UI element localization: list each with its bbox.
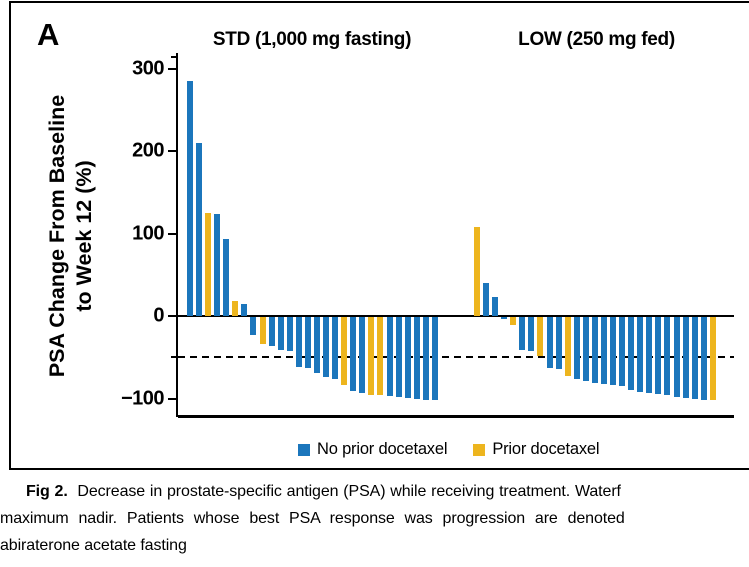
waterfall-bar-no-prior-docetaxel [422,317,429,400]
y-tick [168,397,176,400]
reference-dashed-line [178,356,734,359]
figure-caption: Fig 2. Decrease in prostate-specific ant… [0,478,749,559]
waterfall-bar-no-prior-docetaxel [295,317,302,367]
waterfall-bar-no-prior-docetaxel [501,317,508,319]
waterfall-bar-no-prior-docetaxel [555,317,562,369]
waterfall-bar-no-prior-docetaxel [286,317,293,351]
group-title-low: LOW (250 mg fed) [518,29,675,50]
waterfall-bar-prior-docetaxel [474,226,480,316]
group-title-std: STD (1,000 mg fasting) [212,29,412,50]
waterfall-bar-no-prior-docetaxel [610,317,617,386]
waterfall-bar-no-prior-docetaxel [591,317,598,383]
waterfall-bar-no-prior-docetaxel [664,317,671,395]
waterfall-bar-no-prior-docetaxel [600,317,607,384]
waterfall-bar-no-prior-docetaxel [691,317,698,399]
legend-label: Prior docetaxel [492,440,600,458]
waterfall-bar-no-prior-docetaxel [214,213,221,316]
waterfall-bar-prior-docetaxel [368,317,375,395]
waterfall-bar-no-prior-docetaxel [223,239,230,316]
caption-line-2: maximum nadir. Patients whose best PSA r… [0,510,625,527]
waterfall-bar-no-prior-docetaxel [682,317,689,398]
legend-label: No prior docetaxel [317,440,448,458]
y-minor-tick [171,356,176,359]
x-bottom-line [178,415,734,418]
waterfall-bar-no-prior-docetaxel [655,317,662,394]
yellow-swatch-icon [473,443,486,456]
waterfall-bar-no-prior-docetaxel [277,317,284,350]
waterfall-bar-no-prior-docetaxel [700,317,707,400]
legend-item-prior-docetaxel: Prior docetaxel [473,440,600,459]
waterfall-bar-no-prior-docetaxel [492,297,499,316]
waterfall-bar-no-prior-docetaxel [483,283,490,316]
waterfall-bar-prior-docetaxel [259,317,266,345]
waterfall-bar-no-prior-docetaxel [350,317,357,392]
waterfall-bar-no-prior-docetaxel [404,317,411,398]
waterfall-bar-no-prior-docetaxel [332,317,339,379]
waterfall-bar-prior-docetaxel [377,317,384,396]
waterfall-bar-no-prior-docetaxel [519,317,526,350]
caption-fig-label: Fig 2. [26,483,68,500]
caption-line-3: abiraterone acetate fasting [0,537,187,554]
y-tick-label: 100 [132,222,164,244]
waterfall-bar-prior-docetaxel [232,301,239,316]
panel-letter: A [37,17,60,52]
y-tick-label: 300 [132,57,164,79]
waterfall-bar-prior-docetaxel [537,317,544,356]
y-axis-title-line2: to Week 12 (%) [72,160,96,312]
waterfall-bar-no-prior-docetaxel [359,317,366,393]
waterfall-bar-no-prior-docetaxel [582,317,589,382]
waterfall-bar-no-prior-docetaxel [673,317,680,398]
waterfall-bar-no-prior-docetaxel [546,317,553,369]
y-axis-title: PSA Change From Baseline to Week 12 (%) [44,95,98,377]
y-axis-cap-tick [171,56,176,58]
figure-frame: A STD (1,000 mg fasting) LOW (250 mg fed… [9,1,749,470]
chart-legend: No prior docetaxel Prior docetaxel [298,440,600,459]
legend-item-no-prior-docetaxel: No prior docetaxel [298,440,448,459]
y-tick [168,150,176,152]
y-tick-label: −100 [120,387,165,409]
waterfall-bar-prior-docetaxel [341,317,348,386]
caption-line-1: Fig 2. Decrease in prostate-specific ant… [0,478,749,505]
y-axis-line [176,53,178,417]
waterfall-bar-no-prior-docetaxel [268,317,275,346]
waterfall-bar-no-prior-docetaxel [196,142,203,316]
y-axis-title-line1: PSA Change From Baseline [45,94,69,378]
blue-swatch-icon [298,443,310,456]
waterfall-bar-no-prior-docetaxel [528,317,535,351]
waterfall-bar-no-prior-docetaxel [241,304,248,316]
waterfall-bar-no-prior-docetaxel [313,317,320,374]
y-tick-label: 0 [153,304,164,327]
waterfall-bar-no-prior-docetaxel [395,317,402,398]
caption-line-1-text: Decrease in prostate-specific antigen (P… [77,483,621,500]
waterfall-bar-prior-docetaxel [205,212,212,316]
waterfall-bar-no-prior-docetaxel [323,317,330,378]
waterfall-bar-no-prior-docetaxel [304,317,311,369]
y-tick [168,232,176,235]
y-tick-label: 200 [132,139,164,162]
waterfall-bar-no-prior-docetaxel [573,317,580,379]
waterfall-bar-no-prior-docetaxel [386,317,393,397]
waterfall-bar-no-prior-docetaxel [413,317,420,399]
zero-line [178,315,734,317]
waterfall-bar-no-prior-docetaxel [250,317,257,336]
waterfall-bar-prior-docetaxel [564,317,571,377]
waterfall-bar-no-prior-docetaxel [646,317,653,393]
waterfall-bar-prior-docetaxel [709,317,716,400]
waterfall-bar-no-prior-docetaxel [628,317,635,391]
waterfall-bar-prior-docetaxel [510,317,517,326]
waterfall-bar-no-prior-docetaxel [637,317,644,393]
waterfall-bar-no-prior-docetaxel [431,317,438,400]
y-tick [168,67,176,70]
waterfall-bar-no-prior-docetaxel [187,80,193,316]
y-tick [168,315,176,317]
waterfall-bar-no-prior-docetaxel [619,317,626,387]
